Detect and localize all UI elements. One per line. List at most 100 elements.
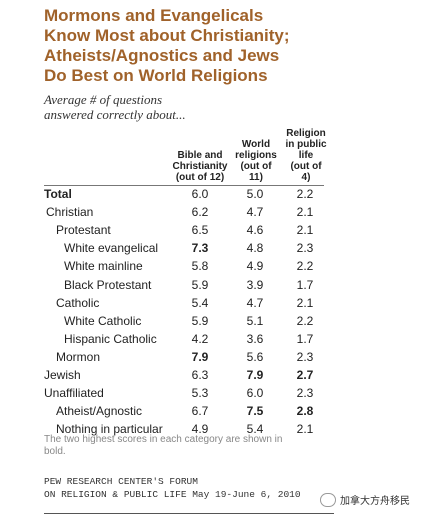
subtitle-line: answered correctly about... <box>44 107 186 122</box>
column-header-line: religions <box>235 150 277 161</box>
cell-value: 2.3 <box>296 241 314 256</box>
column-header-world: World religions (out of 11) <box>228 139 284 183</box>
cell-value: 6.7 <box>191 404 209 419</box>
cell-value: 7.9 <box>191 349 209 364</box>
title-line: Do Best on World Religions <box>44 66 268 85</box>
cell-value: 3.6 <box>246 331 264 346</box>
cell-value: 2.1 <box>296 295 314 310</box>
cell-value: 5.9 <box>191 313 209 328</box>
cell-value: 5.3 <box>191 386 209 401</box>
row-label: Total <box>44 187 72 201</box>
column-header-bible: Bible and Christianity (out of 12) <box>170 150 230 183</box>
row-label: Christian <box>46 205 94 220</box>
cell-value: 4.9 <box>246 259 264 274</box>
subtitle-line: Average # of questions <box>44 92 163 107</box>
cell-value: 5.4 <box>246 422 264 437</box>
header-divider <box>44 185 324 186</box>
cell-value: 2.1 <box>296 223 314 238</box>
title-line: Atheists/Agnostics and Jews <box>44 46 280 65</box>
row-label: Unaffiliated <box>44 386 104 401</box>
table-row: Total 6.0 5.0 2.2 <box>0 185 429 203</box>
cell-value: 6.0 <box>246 386 264 401</box>
cell-value: 5.0 <box>246 187 264 201</box>
row-label: Protestant <box>56 223 111 238</box>
column-header-public-life: Religion in public life (out of 4) <box>280 128 332 183</box>
column-header-line: World <box>241 139 271 150</box>
cell-value: 5.4 <box>191 295 209 310</box>
cell-value: 7.3 <box>191 241 209 256</box>
table-row: White mainline 5.8 4.9 2.2 <box>0 257 429 275</box>
cell-value: 5.8 <box>191 259 209 274</box>
table-row: Jewish 6.3 7.9 2.7 <box>0 366 429 384</box>
source-line: PEW RESEARCH CENTER'S FORUM <box>44 476 198 487</box>
cell-value: 4.2 <box>191 331 209 346</box>
footnote-line: bold. <box>44 446 66 457</box>
cell-value: 2.7 <box>296 368 314 382</box>
table-row: Mormon 7.9 5.6 2.3 <box>0 348 429 366</box>
cell-value: 2.3 <box>296 386 314 401</box>
cell-value: 2.2 <box>296 313 314 328</box>
column-header-line: 4) <box>301 172 311 183</box>
cell-value: 7.9 <box>246 368 264 382</box>
row-label: White Catholic <box>64 313 142 328</box>
row-label: Hispanic Catholic <box>64 331 157 346</box>
cell-value: 1.7 <box>296 277 314 292</box>
row-label: Jewish <box>44 368 81 382</box>
cell-value: 4.8 <box>246 241 264 256</box>
cell-value: 2.8 <box>296 404 314 419</box>
row-label: Mormon <box>56 349 101 364</box>
source-credit: PEW RESEARCH CENTER'S FORUM ON RELIGION … <box>44 475 301 501</box>
cell-value: 4.6 <box>246 223 264 238</box>
source-line: ON RELIGION & PUBLIC LIFE May 19-June 6,… <box>44 489 301 500</box>
footnote-line: The two highest scores in each category … <box>44 434 283 445</box>
table-row: Christian 6.2 4.7 2.1 <box>0 203 429 221</box>
cell-value: 6.2 <box>191 205 209 220</box>
column-header-line: Religion <box>286 128 326 139</box>
row-label: Catholic <box>56 295 100 310</box>
footnote: The two highest scores in each category … <box>44 434 344 458</box>
cell-value: 7.5 <box>246 404 264 419</box>
cell-value: 3.9 <box>246 277 264 292</box>
title-line: Know Most about Christianity; <box>44 26 290 45</box>
cell-value: 2.1 <box>296 422 314 437</box>
row-label: White evangelical <box>64 241 159 256</box>
table-row: Protestant 6.5 4.6 2.1 <box>0 221 429 239</box>
cell-value: 4.7 <box>246 295 264 310</box>
row-label: White mainline <box>64 259 143 274</box>
cell-value: 2.2 <box>296 259 314 274</box>
cell-value: 4.7 <box>246 205 264 220</box>
table-row: Hispanic Catholic 4.2 3.6 1.7 <box>0 330 429 348</box>
cell-value: 6.3 <box>191 368 209 382</box>
column-header-line: Bible and <box>177 150 223 161</box>
table-row: Black Protestant 5.9 3.9 1.7 <box>0 276 429 294</box>
wechat-icon <box>320 492 336 507</box>
row-label: Nothing in particular <box>56 422 163 437</box>
table-row: Atheist/Agnostic 6.7 7.5 2.8 <box>0 402 429 420</box>
title-line: Mormons and Evangelicals <box>44 6 264 25</box>
chart-title: Mormons and Evangelicals Know Most about… <box>44 6 424 86</box>
column-header-line: Christianity <box>172 161 228 172</box>
column-header-line: (out of <box>290 161 322 172</box>
row-label: Atheist/Agnostic <box>56 404 143 419</box>
cell-value: 4.9 <box>191 422 209 437</box>
watermark: 加拿大方舟移民 <box>320 492 410 510</box>
cell-value: 2.3 <box>296 349 314 364</box>
table-row: White Catholic 5.9 5.1 2.2 <box>0 312 429 330</box>
column-header-line: 11) <box>249 172 263 183</box>
cell-value: 2.1 <box>296 205 314 220</box>
cell-value: 5.1 <box>246 313 264 328</box>
table-row: Nothing in particular 4.9 5.4 2.1 <box>0 420 429 438</box>
cell-value: 1.7 <box>296 331 314 346</box>
cell-value: 2.2 <box>296 187 314 201</box>
column-header-line: (out of <box>240 161 272 172</box>
table-row: Catholic 5.4 4.7 2.1 <box>0 294 429 312</box>
table-row: White evangelical 7.3 4.8 2.3 <box>0 239 429 257</box>
column-header-line: life <box>298 150 314 161</box>
table-row: Unaffiliated 5.3 6.0 2.3 <box>0 384 429 402</box>
cell-value: 6.5 <box>191 223 209 238</box>
chart-subtitle: Average # of questions answered correctl… <box>44 92 186 122</box>
watermark-text: 加拿大方舟移民 <box>340 496 410 507</box>
cell-value: 5.9 <box>191 277 209 292</box>
footer-divider <box>44 513 334 514</box>
column-header-line: (out of 12) <box>175 172 225 183</box>
